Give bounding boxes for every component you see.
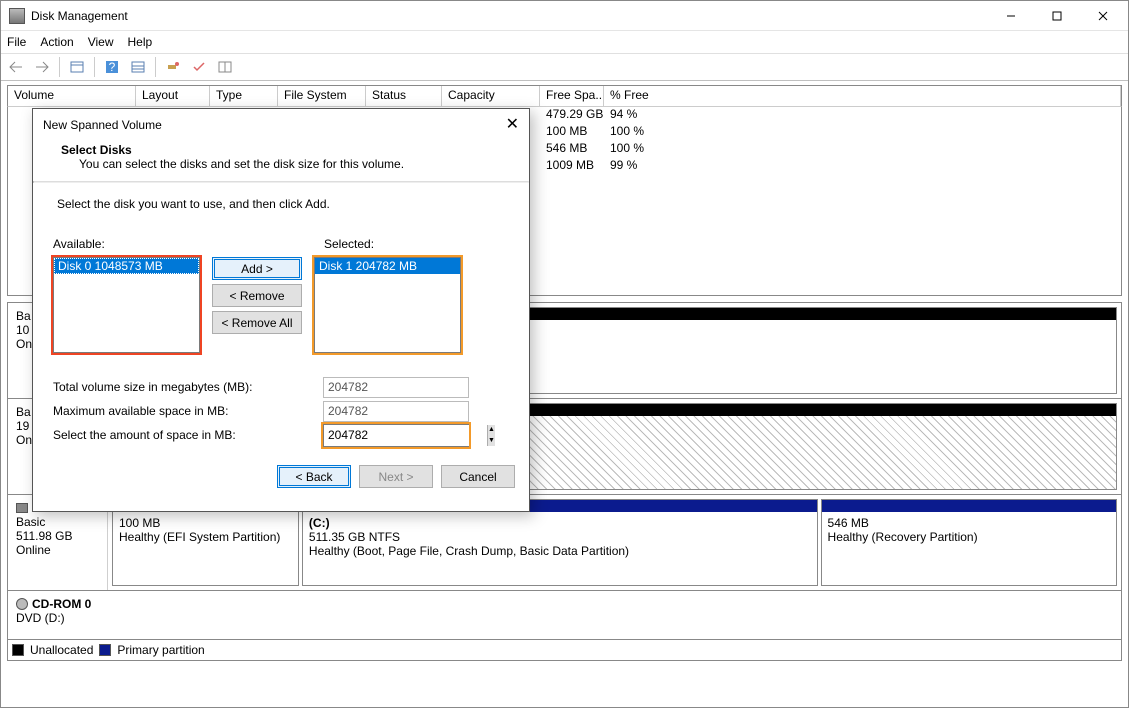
menubar: File Action View Help: [1, 31, 1128, 53]
remove-button[interactable]: < Remove: [212, 284, 302, 307]
amount-input[interactable]: [324, 425, 487, 446]
col-filesystem[interactable]: File System: [278, 86, 366, 106]
back-button[interactable]: < Back: [277, 465, 351, 488]
dialog-subheading: You can select the disks and set the dis…: [61, 157, 501, 171]
spin-down-icon[interactable]: ▼: [488, 435, 495, 446]
col-layout[interactable]: Layout: [136, 86, 210, 106]
list-item[interactable]: Disk 1 204782 MB: [315, 258, 460, 274]
layout-icon[interactable]: [214, 56, 236, 78]
max-space-value: 204782: [323, 401, 469, 422]
dialog-heading: Select Disks: [61, 143, 501, 157]
new-spanned-volume-dialog: New Spanned Volume ✕ Select Disks You ca…: [32, 108, 530, 512]
col-capacity[interactable]: Capacity: [442, 86, 540, 106]
cancel-button[interactable]: Cancel: [441, 465, 515, 488]
back-icon[interactable]: [5, 56, 27, 78]
forward-icon[interactable]: [31, 56, 53, 78]
partition-bar: [822, 500, 1116, 512]
available-disks-listbox[interactable]: Disk 0 1048573 MB: [53, 257, 200, 353]
dialog-close-button[interactable]: ✕: [506, 117, 519, 133]
legend-swatch-unallocated: [12, 644, 24, 656]
total-size-value: 204782: [323, 377, 469, 398]
check-icon[interactable]: [188, 56, 210, 78]
partition[interactable]: 546 MB Healthy (Recovery Partition): [821, 499, 1117, 586]
col-volume[interactable]: Volume: [8, 86, 136, 106]
list-icon[interactable]: [127, 56, 149, 78]
titlebar: Disk Management: [1, 1, 1128, 31]
instruction-text: Select the disk you want to use, and the…: [53, 197, 509, 211]
window-title: Disk Management: [31, 9, 988, 23]
action-icon[interactable]: [162, 56, 184, 78]
disk-row[interactable]: CD-ROM 0 DVD (D:): [8, 591, 1121, 637]
total-size-label: Total volume size in megabytes (MB):: [53, 380, 323, 394]
disk-icon: [16, 503, 28, 513]
minimize-button[interactable]: [988, 1, 1034, 31]
legend-swatch-primary: [99, 644, 111, 656]
menu-file[interactable]: File: [7, 35, 26, 49]
col-pctfree[interactable]: % Free: [604, 86, 1121, 106]
menu-help[interactable]: Help: [128, 35, 153, 49]
close-button[interactable]: [1080, 1, 1126, 31]
remove-all-button[interactable]: < Remove All: [212, 311, 302, 334]
partition[interactable]: (C:) 511.35 GB NTFS Healthy (Boot, Page …: [302, 499, 818, 586]
menu-action[interactable]: Action: [40, 35, 73, 49]
help-icon[interactable]: ?: [101, 56, 123, 78]
cdrom-icon: [16, 598, 28, 610]
max-space-label: Maximum available space in MB:: [53, 404, 323, 418]
list-item[interactable]: Disk 0 1048573 MB: [54, 258, 199, 274]
available-label: Available:: [53, 237, 212, 251]
volume-columns-header: Volume Layout Type File System Status Ca…: [7, 85, 1122, 106]
dialog-title: New Spanned Volume: [43, 118, 506, 132]
partition[interactable]: 100 MB Healthy (EFI System Partition): [112, 499, 299, 586]
add-button[interactable]: Add >: [212, 257, 302, 280]
col-freespace[interactable]: Free Spa...: [540, 86, 604, 106]
amount-spinner[interactable]: ▲ ▼: [323, 424, 469, 447]
col-status[interactable]: Status: [366, 86, 442, 106]
maximize-button[interactable]: [1034, 1, 1080, 31]
selected-disks-listbox[interactable]: Disk 1 204782 MB: [314, 257, 461, 353]
amount-label: Select the amount of space in MB:: [53, 428, 323, 442]
menu-view[interactable]: View: [88, 35, 114, 49]
panes-icon[interactable]: [66, 56, 88, 78]
legend: Unallocated Primary partition: [7, 640, 1122, 661]
col-type[interactable]: Type: [210, 86, 278, 106]
svg-text:?: ?: [109, 60, 116, 74]
toolbar: ?: [1, 53, 1128, 81]
spin-up-icon[interactable]: ▲: [488, 425, 495, 436]
next-button[interactable]: Next >: [359, 465, 433, 488]
app-icon: [9, 8, 25, 24]
dialog-titlebar: New Spanned Volume ✕: [33, 109, 529, 141]
selected-label: Selected:: [324, 237, 374, 251]
